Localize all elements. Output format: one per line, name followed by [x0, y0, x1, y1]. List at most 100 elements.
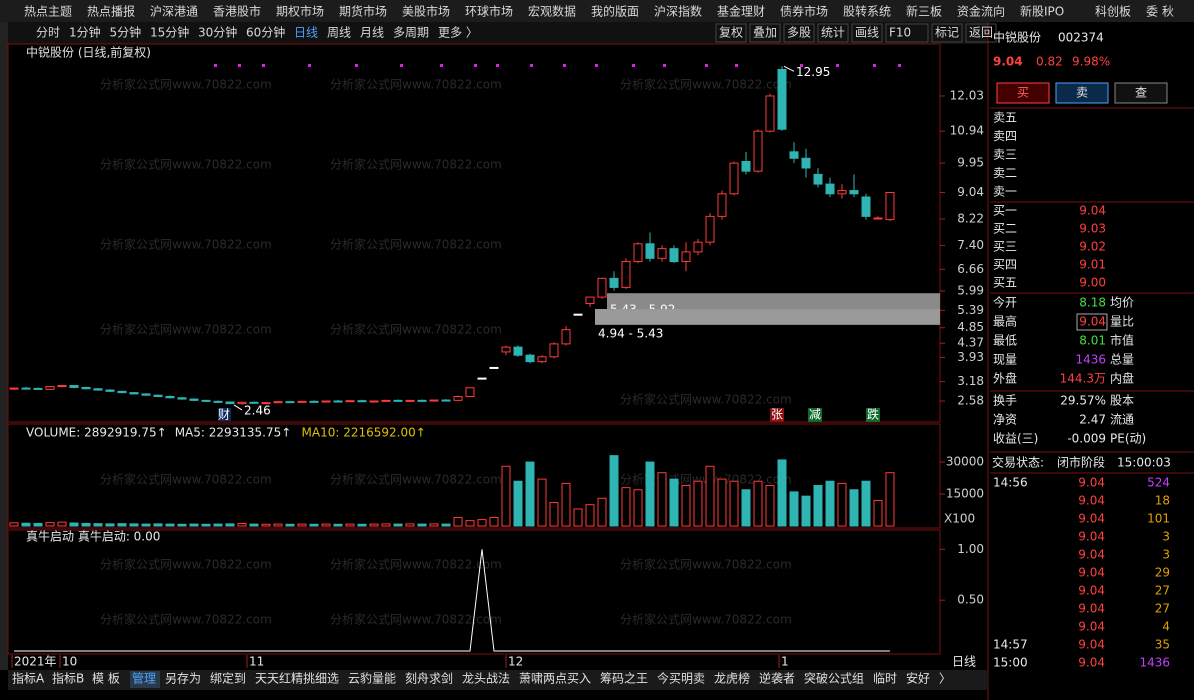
y-tick-label: 9.04: [957, 185, 984, 199]
tool-button[interactable]: 返回: [969, 26, 993, 40]
volume-bar: [213, 523, 223, 527]
volume-bar: [609, 455, 619, 527]
menu-item[interactable]: 委 秋: [1146, 5, 1174, 19]
candle-body: [513, 346, 523, 356]
bottom-tab[interactable]: 筹码之王: [600, 672, 648, 686]
candle-body: [597, 277, 607, 298]
menu-item[interactable]: 科创板: [1095, 5, 1131, 19]
bottom-tab[interactable]: 管理: [132, 671, 156, 686]
bottom-tab[interactable]: 龙虎榜: [714, 671, 750, 686]
bottom-tab[interactable]: 突破公式组: [804, 671, 864, 686]
menu-item[interactable]: 新股IPO: [1020, 4, 1064, 19]
candle-body: [525, 354, 535, 363]
period-button[interactable]: 30分钟: [198, 25, 237, 40]
tool-button[interactable]: 叠加: [753, 26, 777, 40]
tool-button[interactable]: 画线: [855, 26, 879, 40]
bottom-tab[interactable]: 刻舟求剑: [405, 671, 453, 686]
period-button[interactable]: 周线: [327, 26, 351, 40]
low-pointer: [233, 404, 243, 411]
bottom-tab[interactable]: 天天红精挑细选: [255, 671, 339, 686]
bottom-tab[interactable]: 萧啸两点买入: [519, 672, 591, 686]
menu-item[interactable]: 环球市场: [465, 4, 513, 19]
volume-bar: [249, 523, 259, 527]
date-label: 1: [781, 655, 789, 669]
bottom-tab[interactable]: 今买明卖: [657, 671, 705, 686]
bottom-tab[interactable]: 云豹量能: [348, 671, 396, 686]
menu-item[interactable]: 沪深指数: [654, 4, 702, 19]
volume-bar: [657, 472, 667, 527]
period-button[interactable]: 月线: [360, 26, 384, 40]
menu-item[interactable]: 香港股市: [213, 4, 261, 19]
menu-item[interactable]: 沪深港通: [150, 5, 198, 19]
trade-button-frame[interactable]: [1055, 82, 1109, 104]
tool-button[interactable]: 标记: [935, 26, 959, 40]
volume-bar: [789, 491, 799, 527]
trade-button[interactable]: 卖: [1076, 86, 1088, 100]
status-label: 交易状态:: [992, 455, 1044, 470]
menu-item[interactable]: 热点主题: [24, 5, 72, 19]
tick-time: 15:00: [993, 656, 1028, 670]
volume-bar: [357, 523, 367, 527]
candle-body: [285, 401, 295, 404]
menu-item[interactable]: 期货市场: [339, 4, 387, 19]
menu-item[interactable]: 我的版面: [591, 4, 639, 19]
watermark: 分析家公式网www.70822.com: [100, 557, 272, 572]
menu-item[interactable]: 基金理财: [717, 4, 765, 19]
tool-button[interactable]: 复权: [719, 26, 743, 40]
menu-item[interactable]: 美股市场: [402, 4, 450, 19]
menu-item[interactable]: 热点播报: [87, 4, 135, 19]
bottom-tab[interactable]: 安好: [906, 671, 930, 686]
volume-unit: X100: [944, 512, 975, 526]
period-button[interactable]: 60分钟: [246, 25, 285, 40]
watermark: 分析家公式网www.70822.com: [100, 322, 272, 337]
tool-button[interactable]: F10: [889, 26, 911, 40]
menu-item[interactable]: 债券市场: [780, 4, 828, 19]
y-tick-label: 7.40: [957, 238, 984, 252]
period-button[interactable]: 15分钟: [150, 25, 189, 40]
period-button[interactable]: 多周期: [393, 26, 429, 40]
tool-button[interactable]: 多股: [787, 26, 811, 40]
volume-bar: [501, 465, 511, 527]
candle-body: [201, 399, 211, 402]
bottom-tab[interactable]: 〉: [939, 672, 951, 686]
period-button[interactable]: 日线: [294, 26, 318, 40]
bottom-tab[interactable]: 模 板: [92, 672, 120, 686]
signal-label: 张: [771, 408, 783, 422]
volume-bar: [369, 523, 379, 527]
trade-button[interactable]: 查: [1135, 86, 1147, 100]
trade-button[interactable]: 买: [1017, 86, 1029, 100]
bottom-tab[interactable]: 临时: [873, 672, 897, 686]
volume-bar: [393, 523, 403, 527]
period-button[interactable]: 分时: [36, 26, 60, 40]
period-button[interactable]: 1分钟: [69, 25, 101, 40]
y-tick-label: 12.03: [950, 88, 984, 102]
bottom-tab[interactable]: 逆袭者: [759, 671, 795, 686]
tool-button-frame: [749, 23, 781, 43]
bottom-tab[interactable]: 另存为: [165, 672, 201, 686]
tick-price: 9.04: [1078, 476, 1105, 490]
menu-item[interactable]: 股转系统: [843, 4, 891, 19]
ask-label: 卖一: [993, 185, 1017, 199]
tool-button[interactable]: 统计: [821, 26, 845, 40]
bottom-tab[interactable]: 指标A: [12, 671, 45, 686]
volume-bar: [297, 523, 307, 527]
candle-body: [165, 395, 175, 399]
trade-button-frame[interactable]: [996, 82, 1050, 104]
volume-bar: [645, 461, 655, 527]
candle-body: [237, 401, 247, 405]
bottom-tab[interactable]: 龙头战法: [462, 672, 510, 686]
menu-item[interactable]: 期权市场: [276, 4, 324, 19]
bottom-tab[interactable]: 绑定到: [210, 671, 246, 686]
candle-body: [429, 399, 439, 402]
y-tick-label: 3.18: [957, 374, 984, 388]
menu-item[interactable]: 新三板: [906, 4, 942, 19]
menu-item[interactable]: 资金流向: [957, 4, 1005, 19]
period-button[interactable]: 5分钟: [110, 25, 142, 40]
bottom-tab[interactable]: 指标B: [52, 671, 84, 686]
period-button[interactable]: 更多 〉: [438, 26, 478, 40]
menu-item[interactable]: 宏观数据: [528, 4, 576, 19]
volume-bar: [261, 523, 271, 527]
stat-label: 今开: [993, 295, 1017, 310]
tick-price: 9.04: [1078, 566, 1105, 580]
trade-button-frame[interactable]: [1114, 82, 1168, 104]
